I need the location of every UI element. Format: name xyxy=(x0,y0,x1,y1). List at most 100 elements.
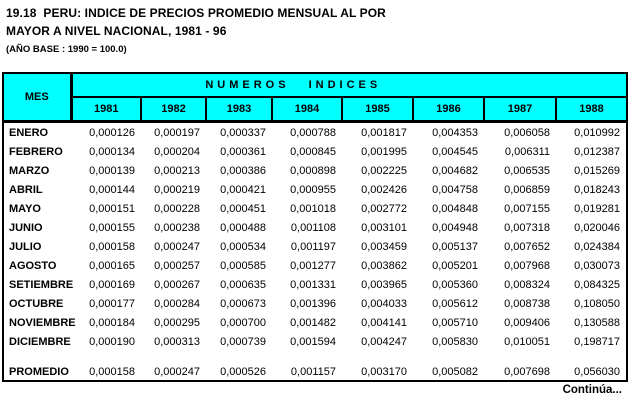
value-cell: 0,005082 xyxy=(432,365,478,378)
value-cell: 0,004353 xyxy=(432,126,478,139)
value-cell: 0,000534 xyxy=(220,240,266,253)
value-cell: 0,004247 xyxy=(361,335,407,348)
value-cell: 0,000197 xyxy=(154,126,200,139)
value-cell: 0,006535 xyxy=(504,164,550,177)
value-cell: 0,000126 xyxy=(89,126,135,139)
value-cell: 0,005360 xyxy=(432,278,478,291)
value-cell: 0,000451 xyxy=(220,202,266,215)
month-label: PROMEDIO xyxy=(9,365,69,378)
table-row: PROMEDIO 0,000158 0,000247 0,000526 0,001157… xyxy=(3,363,627,381)
table-row: AGOSTO 0,000165 0,000257 0,000585 0,001277 0,… xyxy=(3,256,627,275)
value-cell: 0,000421 xyxy=(220,183,266,196)
value-cell: 0,000845 xyxy=(290,145,336,158)
month-label: ABRIL xyxy=(9,183,43,196)
value-cell: 0,008324 xyxy=(504,278,550,291)
value-cell: 0,000361 xyxy=(220,145,266,158)
year-header-1987: 1987 xyxy=(483,96,557,123)
value-cell: 0,000955 xyxy=(290,183,336,196)
value-cell: 0,015269 xyxy=(574,164,621,177)
value-cell: 0,000247 xyxy=(154,240,200,253)
value-cell: 0,004545 xyxy=(432,145,478,158)
value-cell: 0,009406 xyxy=(504,316,550,329)
table-row: FEBRERO 0,000134 0,000204 0,000361 0,000845 0… xyxy=(3,142,627,161)
value-cell: 0,000585 xyxy=(220,259,266,272)
value-cell: 0,002426 xyxy=(361,183,407,196)
value-cell: 0,000247 xyxy=(154,365,200,378)
value-cell: 0,108050 xyxy=(574,297,621,310)
numeros-indices-header: NUMEROS INDICES xyxy=(69,72,629,98)
value-cell: 0,000488 xyxy=(220,221,266,234)
group-header-row: MES NUMEROS INDICES xyxy=(2,72,629,123)
value-cell: 0,000144 xyxy=(89,183,135,196)
value-cell: 0,006058 xyxy=(504,126,550,139)
value-cell: 0,000295 xyxy=(154,316,200,329)
value-cell: 0,000184 xyxy=(89,316,135,329)
value-cell: 0,005710 xyxy=(432,316,478,329)
value-cell: 0,001331 xyxy=(290,278,336,291)
month-label: JUNIO xyxy=(9,221,43,234)
value-cell: 0,000219 xyxy=(154,183,200,196)
value-cell: 0,007155 xyxy=(504,202,550,215)
value-cell: 0,000526 xyxy=(220,365,266,378)
value-cell: 0,008738 xyxy=(504,297,550,310)
value-cell: 0,000165 xyxy=(89,259,135,272)
value-cell: 0,004141 xyxy=(361,316,407,329)
value-cell: 0,000169 xyxy=(89,278,135,291)
value-cell: 0,000158 xyxy=(89,365,135,378)
table-row: JULIO 0,000158 0,000247 0,000534 0,001197 0,0… xyxy=(3,237,627,256)
value-cell: 0,001277 xyxy=(290,259,336,272)
value-cell: 0,004758 xyxy=(432,183,478,196)
value-cell: 0,000238 xyxy=(154,221,200,234)
value-cell: 0,004682 xyxy=(432,164,478,177)
page-title-line1: 19.18 PERU: INDICE DE PRECIOS PROMEDIO M… xyxy=(6,6,386,20)
value-cell: 0,001995 xyxy=(361,145,407,158)
year-header-1985: 1985 xyxy=(341,96,414,123)
value-cell: 0,000313 xyxy=(154,335,200,348)
value-cell: 0,010051 xyxy=(504,335,550,348)
table-row: JUNIO 0,000155 0,000238 0,000488 0,001108 0,0… xyxy=(3,218,627,237)
value-cell: 0,000700 xyxy=(220,316,266,329)
mes-column-header: MES xyxy=(2,72,73,123)
value-cell: 0,007968 xyxy=(504,259,550,272)
value-cell: 0,007318 xyxy=(504,221,550,234)
value-cell: 0,000213 xyxy=(154,164,200,177)
value-cell: 0,130588 xyxy=(574,316,621,329)
value-cell: 0,005612 xyxy=(432,297,478,310)
table-row: NOVIEMBRE 0,000184 0,000295 0,000700 0,00148… xyxy=(3,313,627,332)
table-row: ENERO 0,000126 0,000197 0,000337 0,000788 0,0… xyxy=(3,122,627,143)
value-cell: 0,004948 xyxy=(432,221,478,234)
value-cell: 0,000151 xyxy=(89,202,135,215)
value-cell: 0,000228 xyxy=(154,202,200,215)
value-cell: 0,084325 xyxy=(574,278,621,291)
value-cell: 0,000386 xyxy=(220,164,266,177)
value-cell: 0,004033 xyxy=(361,297,407,310)
month-label: JULIO xyxy=(9,240,42,253)
year-header-1982: 1982 xyxy=(140,96,207,123)
value-cell: 0,000898 xyxy=(290,164,336,177)
table-row: MAYO 0,000151 0,000228 0,000451 0,001018 0,00… xyxy=(3,199,627,218)
value-cell: 0,001197 xyxy=(290,240,336,253)
value-cell: 0,012387 xyxy=(574,145,621,158)
spacer-row xyxy=(3,351,627,363)
value-cell: 0,000158 xyxy=(89,240,135,253)
value-cell: 0,005137 xyxy=(432,240,478,253)
years-header-row: 1981 1982 1983 1984 1985 1986 1987 1988 xyxy=(3,96,629,123)
value-cell: 0,024384 xyxy=(574,240,621,253)
month-label: DICIEMBRE xyxy=(9,335,71,348)
value-cell: 0,019281 xyxy=(574,202,621,215)
value-cell: 0,005830 xyxy=(432,335,478,348)
year-header-1986: 1986 xyxy=(412,96,485,123)
value-cell: 0,002772 xyxy=(361,202,407,215)
value-cell: 0,003170 xyxy=(361,365,407,378)
value-cell: 0,003101 xyxy=(361,221,407,234)
value-cell: 0,001157 xyxy=(290,365,336,378)
month-label: SETIEMBRE xyxy=(9,278,74,291)
value-cell: 0,020046 xyxy=(574,221,621,234)
month-label: OCTUBRE xyxy=(9,297,64,310)
value-cell: 0,000337 xyxy=(220,126,266,139)
month-label: ENERO xyxy=(9,126,49,139)
value-cell: 0,000739 xyxy=(220,335,266,348)
title-block: 19.18 PERU: INDICE DE PRECIOS PROMEDIO M… xyxy=(6,4,386,55)
value-cell: 0,001817 xyxy=(361,126,407,139)
